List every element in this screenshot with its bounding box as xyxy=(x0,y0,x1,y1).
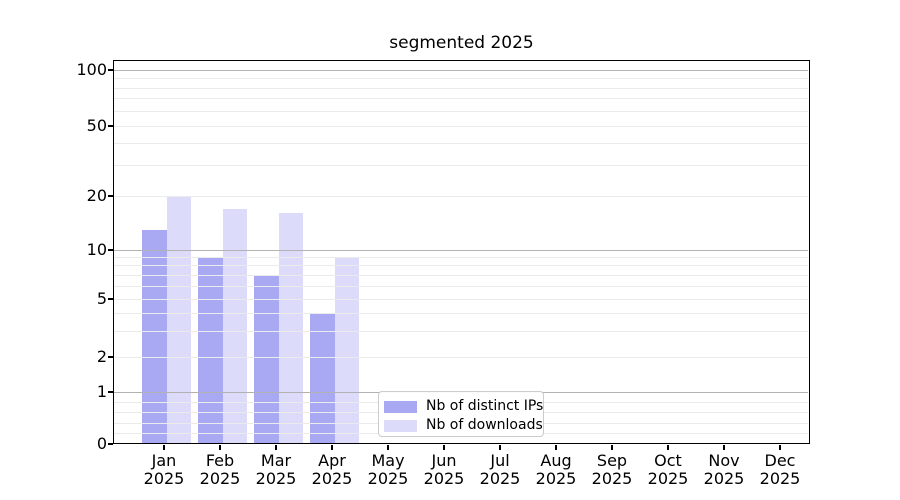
x-tick-label: Dec 2025 xyxy=(759,451,801,488)
y-tick-mark xyxy=(108,69,113,71)
legend-item-downloads: Nb of downloads xyxy=(384,416,543,435)
x-tick-label: Mar 2025 xyxy=(255,451,297,488)
gridline-minor xyxy=(114,285,808,287)
x-tick-label: Feb 2025 xyxy=(199,451,241,488)
x-tick-label: Oct 2025 xyxy=(647,451,689,488)
x-tick-label: Apr 2025 xyxy=(311,451,353,488)
x-tick-mark xyxy=(331,445,333,450)
gridline-minor xyxy=(114,98,808,100)
x-tick-mark xyxy=(667,445,669,450)
legend-swatch-downloads-icon xyxy=(384,419,417,432)
x-tick-label: May 2025 xyxy=(367,451,409,488)
gridline-minor xyxy=(114,78,808,79)
y-tick-label: 2 xyxy=(96,347,107,366)
y-tick-label: 0 xyxy=(96,434,107,453)
gridline-minor xyxy=(114,87,808,89)
x-tick-mark xyxy=(275,445,277,450)
x-tick-mark xyxy=(443,445,445,450)
x-tick-mark xyxy=(163,445,165,450)
y-tick-label: 5 xyxy=(96,289,107,308)
y-tick-mark xyxy=(108,195,113,197)
legend-box: Nb of distinct IPs Nb of downloads xyxy=(378,391,544,437)
x-tick-mark xyxy=(779,445,781,450)
chart-title: segmented 2025 xyxy=(389,33,534,53)
bar-mar-ips xyxy=(254,275,279,444)
legend-swatch-distinct-ips-icon xyxy=(384,400,417,413)
gridline-minor xyxy=(114,142,808,144)
y-tick-mark xyxy=(108,249,113,251)
gridline-minor xyxy=(114,356,808,358)
gridline-minor xyxy=(114,274,808,276)
gridline-minor xyxy=(114,330,808,332)
y-tick-mark xyxy=(108,391,113,393)
y-tick-label: 10 xyxy=(86,240,107,259)
gridline-minor xyxy=(114,110,808,112)
bar-apr-ips xyxy=(310,313,335,444)
gridline-minor xyxy=(114,298,808,300)
x-tick-mark xyxy=(219,445,221,450)
x-tick-label: Jan 2025 xyxy=(143,451,185,488)
y-tick-mark xyxy=(108,298,113,300)
y-tick-mark xyxy=(108,125,113,127)
x-tick-mark xyxy=(611,445,613,450)
gridline-minor xyxy=(114,312,808,314)
x-tick-mark xyxy=(387,445,389,450)
x-tick-label: Nov 2025 xyxy=(703,451,745,488)
legend-label-downloads: Nb of downloads xyxy=(426,417,543,433)
y-tick-mark xyxy=(108,443,113,445)
gridline-major xyxy=(114,249,808,251)
y-tick-label: 100 xyxy=(76,60,107,79)
y-tick-mark xyxy=(108,356,113,358)
bar-mar-downloads xyxy=(278,213,303,444)
x-tick-mark xyxy=(499,445,501,450)
x-tick-mark xyxy=(723,445,725,450)
y-tick-label: 50 xyxy=(86,116,107,135)
x-tick-mark xyxy=(555,445,557,450)
gridline-minor xyxy=(114,164,808,166)
bar-feb-downloads xyxy=(222,208,247,444)
gridline-minor xyxy=(114,265,808,267)
plot-area-border xyxy=(113,60,810,444)
gridline-minor xyxy=(114,125,808,127)
x-tick-label: Aug 2025 xyxy=(535,451,577,488)
x-tick-label: Jun 2025 xyxy=(423,451,465,488)
gridline-minor xyxy=(114,195,808,197)
gridline-major xyxy=(114,69,808,71)
legend-item-distinct-ips: Nb of distinct IPs xyxy=(384,397,543,416)
y-tick-label: 1 xyxy=(96,382,107,401)
legend-label-distinct-ips: Nb of distinct IPs xyxy=(426,398,544,414)
gridline-minor xyxy=(114,256,808,258)
x-tick-label: Sep 2025 xyxy=(591,451,633,488)
y-tick-label: 20 xyxy=(86,186,107,205)
x-tick-label: Jul 2025 xyxy=(479,451,521,488)
